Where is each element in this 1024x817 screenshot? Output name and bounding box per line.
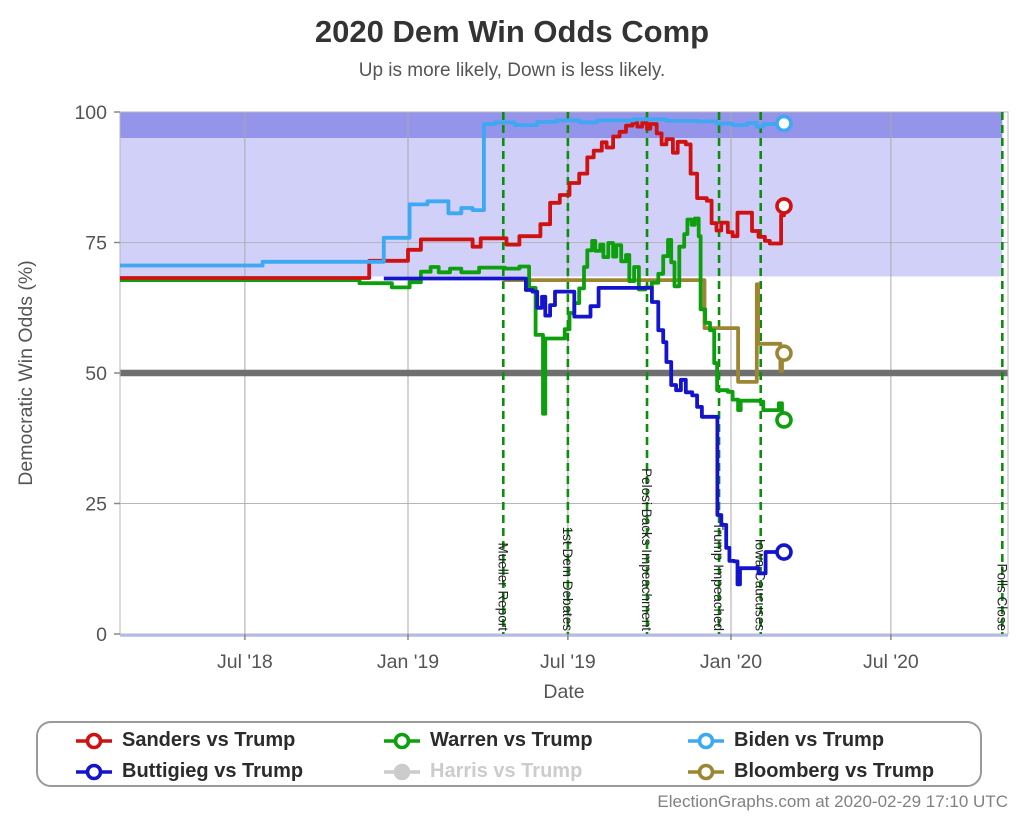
y-axis-label: 0 [96, 624, 107, 646]
legend-marker-bloomberg-icon [688, 763, 724, 780]
legend-label-buttigieg: Buttigieg vs Trump [122, 760, 304, 782]
event-label-pelosi-backs-impeachment: Pelosi Backs Impeachment [639, 468, 654, 631]
series-buttigieg [383, 276, 784, 587]
legend-item-warren[interactable]: Warren vs Trump [346, 729, 650, 752]
event-label-first-dem-debates: 1st Dem Debates [560, 527, 575, 632]
chart-subtitle: Up is more likely, Down is less likely. [358, 60, 666, 81]
x-axis-label: Jul '20 [863, 651, 919, 673]
series-biden-end-marker [775, 114, 793, 133]
series-buttigieg-end-marker [775, 543, 793, 561]
legend-marker-sanders-icon [76, 732, 112, 749]
legend-label-warren: Warren vs Trump [430, 729, 593, 751]
legend-marker-harris-icon [384, 763, 420, 780]
legend-item-buttigieg[interactable]: Buttigieg vs Trump [38, 760, 346, 783]
series-warren-end-marker [775, 411, 793, 429]
band-lean [120, 138, 1003, 277]
x-axis-title: Date [543, 681, 584, 703]
band-strong [120, 112, 1003, 139]
y-axis-title: Democratic Win Odds (%) [15, 260, 37, 485]
legend-marker-buttigieg-icon [76, 763, 112, 780]
y-axis-label: 75 [85, 233, 107, 255]
footer-credit: ElectionGraphs.com at 2020-02-29 17:10 U… [657, 792, 1008, 811]
event-label-mueller-report: Mueller Report [495, 542, 510, 631]
y-axis-label: 25 [85, 494, 107, 516]
event-label-polls-close: Polls Close [994, 563, 1009, 631]
legend-label-bloomberg: Bloomberg vs Trump [734, 760, 935, 782]
legend-label-biden: Biden vs Trump [734, 729, 885, 751]
event-label-trump-impeached: Trump Impeached [711, 522, 726, 631]
legend-marker-biden-icon [688, 732, 724, 749]
legend-item-biden[interactable]: Biden vs Trump [650, 729, 968, 752]
legend-item-harris[interactable]: Harris vs Trump [346, 760, 650, 783]
legend-marker-warren-icon [384, 732, 420, 749]
x-axis-label: Jul '19 [540, 651, 596, 673]
series-sanders [119, 121, 786, 280]
legend-item-bloomberg[interactable]: Bloomberg vs Trump [650, 760, 968, 783]
x-axis-label: Jul '18 [217, 651, 273, 673]
legend-label-sanders: Sanders vs Trump [122, 729, 296, 751]
series-sanders-end-marker [775, 197, 793, 215]
series-biden [119, 117, 786, 268]
x-axis-label: Jan '20 [700, 651, 762, 673]
y-axis-label: 50 [85, 363, 107, 385]
chart-title: 2020 Dem Win Odds Comp [314, 14, 710, 49]
series-warren [119, 216, 784, 422]
legend-item-sanders[interactable]: Sanders vs Trump [38, 729, 346, 752]
legend: Sanders vs Trump Warren vs Trump Biden vs … [36, 721, 982, 787]
legend-label-harris: Harris vs Trump [430, 760, 583, 782]
x-axis-label: Jan '19 [377, 651, 439, 673]
y-axis-label: 100 [74, 102, 107, 124]
chart-header: 2020 Dem Win Odds Comp Up is more likely… [0, 0, 1024, 82]
series-bloomberg-end-marker [775, 344, 793, 362]
